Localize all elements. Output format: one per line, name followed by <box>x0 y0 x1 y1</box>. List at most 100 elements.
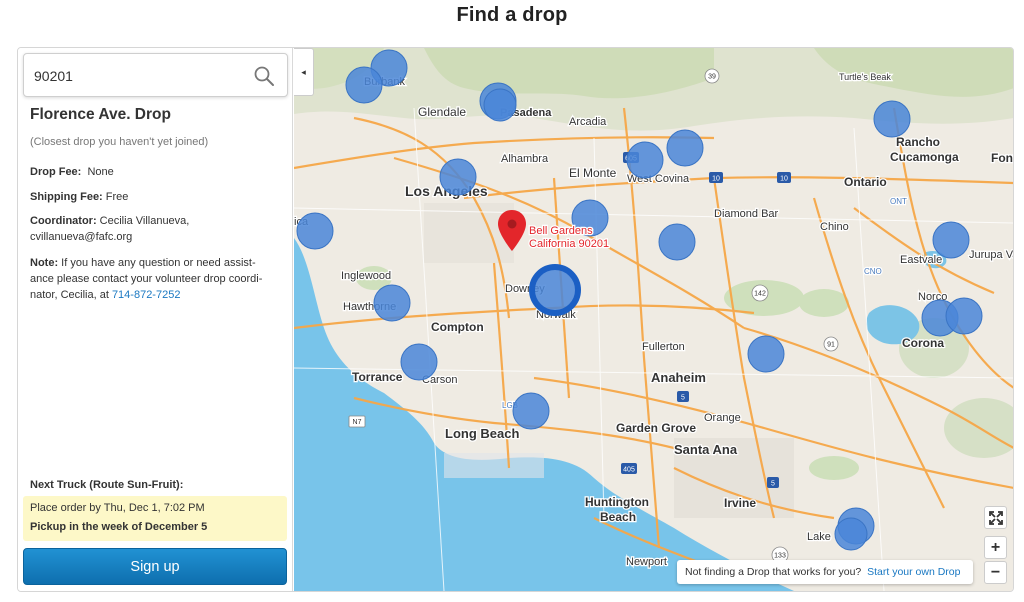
city-huntington: Huntington <box>585 495 649 509</box>
search-icon[interactable] <box>253 65 275 87</box>
start-own-drop-link[interactable]: Start your own Drop <box>867 566 961 578</box>
shield-10b <box>777 172 791 183</box>
location-pin-icon <box>498 210 526 251</box>
drop-finder-frame: Florence Ave. Drop (Closest drop you hav… <box>17 47 1014 592</box>
shield-91-label: 91 <box>827 342 835 349</box>
drop-marker[interactable] <box>873 100 911 138</box>
city-garden-grove: Garden Grove <box>616 421 696 435</box>
sidebar: Florence Ave. Drop (Closest drop you hav… <box>18 48 293 591</box>
drop-marker[interactable] <box>571 199 609 237</box>
shield-91 <box>823 336 839 352</box>
city-diamond-bar: Diamond Bar <box>714 208 779 220</box>
collapse-sidebar-button[interactable]: ◂ <box>294 48 314 96</box>
page-title: Find a drop <box>456 4 568 26</box>
shipping-fee-label: Shipping Fee: <box>30 191 103 203</box>
drop-marker[interactable] <box>439 158 477 196</box>
shield-39 <box>704 68 720 84</box>
coordinator-label: Coordinator: <box>30 215 97 227</box>
pin-label-line1: Bell Gardens <box>529 225 593 237</box>
drop-marker[interactable] <box>747 335 785 373</box>
coordinator-email: cvillanueva@fafc.org <box>30 231 133 243</box>
city-torrance: Torrance <box>352 370 403 384</box>
drop-marker[interactable] <box>512 392 550 430</box>
city-chino: Chino <box>820 221 849 233</box>
city-compton: Compton <box>431 320 484 334</box>
drop-marker[interactable] <box>666 129 704 167</box>
fullscreen-button[interactable] <box>984 506 1007 529</box>
airport-cno: CNO <box>864 267 882 276</box>
city-alhambra: Alhambra <box>501 153 549 165</box>
start-drop-notice: Not finding a Drop that works for you? S… <box>677 560 973 584</box>
map-canvas[interactable] <box>294 48 1014 591</box>
city-fontana: Font <box>991 151 1014 165</box>
drop-marker[interactable] <box>834 517 868 551</box>
city-long-beach: Long Beach <box>445 426 519 441</box>
city-jurupa: Jurupa Va <box>969 249 1014 261</box>
drop-marker[interactable] <box>345 66 383 104</box>
city-el-monte: El Monte <box>569 166 617 180</box>
city-corona: Corona <box>902 336 944 350</box>
shield-133-label: 133 <box>774 553 786 560</box>
selected-drop-marker[interactable] <box>529 264 581 316</box>
shield-5b-label: 5 <box>771 481 775 488</box>
drop-marker[interactable] <box>400 343 438 381</box>
shield-10 <box>709 172 723 183</box>
drop-marker[interactable] <box>658 223 696 261</box>
city-lake: Lake <box>807 531 831 543</box>
next-truck-heading: Next Truck (Route Sun-Fruit): <box>30 479 184 491</box>
drop-markers: Bell Gardens California 90201 <box>296 49 983 551</box>
note-block: Note: If you have any question or need a… <box>30 255 285 303</box>
shield-5 <box>677 391 689 402</box>
city-inglewood: Inglewood <box>341 270 391 282</box>
city-arcadia: Arcadia <box>569 116 607 128</box>
city-newport: Newport <box>626 556 667 568</box>
city-eastvale: Eastvale <box>900 254 942 266</box>
zoom-out-button[interactable]: − <box>984 561 1007 584</box>
city-santa-ana: Santa Ana <box>674 442 738 457</box>
zoom-in-button[interactable]: + <box>984 536 1007 559</box>
shield-n7-label: N7 <box>353 419 362 426</box>
drop-marker[interactable] <box>626 141 664 179</box>
coordinator-phone-link[interactable]: 714-872-7252 <box>111 289 181 301</box>
drop-marker[interactable] <box>932 221 970 259</box>
map[interactable]: Burbank Glendale Pasadena Arcadia Turtle… <box>294 48 1014 591</box>
drop-name: Florence Ave. Drop <box>30 106 171 123</box>
coordinator-name: Cecilia Villanueva, <box>99 215 190 227</box>
city-turtles-beak: Turtle's Beak <box>839 72 891 82</box>
pin-label-line2: California 90201 <box>529 238 609 250</box>
search-input[interactable] <box>34 64 244 88</box>
city-irvine: Irvine <box>724 496 756 510</box>
shield-10-label: 10 <box>712 176 720 183</box>
drop-marker[interactable] <box>373 284 411 322</box>
shipping-fee-line: Shipping Fee: Free <box>30 189 285 205</box>
shield-142 <box>751 284 769 302</box>
note-line1: If you have any question or need assist- <box>61 257 256 269</box>
order-deadline: Place order by Thu, Dec 1, 7:02 PM <box>30 502 205 514</box>
search-box <box>23 53 288 97</box>
shield-10b-label: 10 <box>780 176 788 183</box>
shield-39-label: 39 <box>708 74 716 81</box>
city-glendale: Glendale <box>418 105 466 119</box>
shield-142-label: 142 <box>754 291 766 298</box>
drop-marker[interactable] <box>296 212 334 250</box>
drop-subtitle: (Closest drop you haven't yet joined) <box>30 136 209 148</box>
coordinator-line: Coordinator: Cecilia Villanueva, cvillan… <box>30 213 285 245</box>
order-deadline-box: Place order by Thu, Dec 1, 7:02 PM Picku… <box>23 496 287 541</box>
shield-5b <box>767 477 779 488</box>
fullscreen-icon <box>988 510 1003 525</box>
shipping-fee-value: Free <box>105 191 129 203</box>
note-line2: ance please contact your volunteer drop … <box>30 273 263 285</box>
shield-405 <box>621 463 637 474</box>
city-rancho: Rancho <box>896 135 940 149</box>
city-ontario: Ontario <box>844 175 887 189</box>
airport-ont: ONT <box>890 197 907 206</box>
city-anaheim: Anaheim <box>651 370 706 385</box>
drop-marker[interactable] <box>945 297 983 335</box>
drop-marker[interactable] <box>483 88 517 122</box>
shield-405-label: 405 <box>623 467 635 474</box>
notice-text: Not finding a Drop that works for you? <box>685 566 862 578</box>
airport-lgb: LGB <box>502 401 518 410</box>
drop-fee-value: None <box>87 166 114 178</box>
sign-up-button[interactable]: Sign up <box>23 548 287 585</box>
city-cucamonga: Cucamonga <box>890 150 959 164</box>
